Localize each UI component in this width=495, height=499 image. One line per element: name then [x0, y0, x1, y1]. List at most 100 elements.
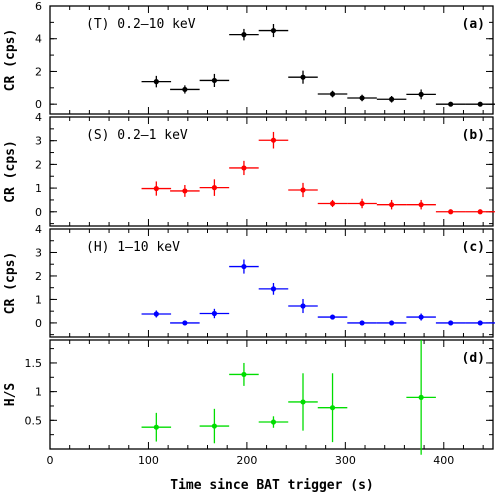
data-point — [406, 340, 436, 455]
data-point — [141, 412, 172, 442]
data-marker — [448, 209, 454, 215]
data-marker — [270, 419, 277, 425]
plot-frame — [49, 5, 494, 115]
data-marker — [211, 185, 218, 191]
data-point — [317, 199, 348, 208]
data-marker — [300, 74, 306, 80]
data-marker — [329, 405, 336, 411]
data-marker — [241, 371, 247, 378]
data-point — [465, 101, 495, 107]
data-marker — [418, 202, 424, 208]
data-point — [258, 24, 289, 38]
panel-id: (d) — [462, 351, 485, 366]
data-marker — [477, 320, 483, 326]
x-tick-label: 0 — [47, 454, 54, 467]
data-point — [170, 85, 200, 94]
y-tick-label: 1 — [35, 182, 42, 195]
data-point — [199, 73, 230, 87]
data-point — [229, 28, 259, 41]
data-marker — [448, 101, 454, 107]
data-point — [376, 199, 407, 210]
x-tick-label: 300 — [335, 454, 356, 467]
data-marker — [241, 32, 247, 38]
y-tick-label: 0.5 — [25, 414, 43, 427]
data-point — [170, 185, 200, 197]
panel-d: 0 100 200 300 400 0.5 1 1.5 H/S (d) — [3, 339, 494, 467]
data-marker — [211, 310, 218, 317]
data-marker — [389, 202, 395, 208]
data-marker — [389, 320, 395, 326]
data-marker — [329, 200, 336, 207]
x-axis-label: Time since BAT trigger (s) — [170, 478, 374, 493]
data-marker — [389, 96, 395, 102]
panel-id: (b) — [462, 128, 485, 143]
panel-c: 0 1 2 3 4 CR (cps) (H) 1–10 keV (c) — [3, 223, 495, 338]
y-tick-label: 6 — [35, 0, 42, 13]
data-point — [258, 131, 289, 149]
y-tick-label: 4 — [35, 33, 42, 46]
y-axis-label: CR (cps) — [3, 252, 18, 315]
data-marker — [359, 200, 365, 207]
plot-frame — [49, 339, 494, 450]
data-point — [465, 209, 495, 215]
data-point — [258, 416, 289, 428]
y-tick-label: 0 — [35, 98, 42, 111]
data-point — [199, 308, 230, 319]
y-tick-label: 4 — [35, 111, 42, 124]
data-marker — [182, 320, 188, 326]
data-point — [229, 259, 259, 274]
y-tick-label: 1.5 — [25, 357, 43, 370]
data-point — [406, 89, 436, 100]
y-tick-label: 0 — [35, 206, 42, 219]
y-tick-label: 4 — [35, 223, 42, 236]
data-marker — [182, 188, 188, 194]
energy-band-label: (T) 0.2–10 keV — [86, 17, 196, 32]
data-point — [288, 70, 318, 84]
data-point — [435, 101, 466, 107]
data-marker — [270, 286, 277, 292]
data-marker — [300, 303, 306, 309]
data-point — [435, 209, 466, 215]
data-marker — [418, 394, 424, 400]
data-point — [288, 373, 318, 431]
data-marker — [211, 423, 218, 429]
data-marker — [359, 320, 365, 326]
data-point — [317, 90, 348, 98]
x-tick-label: 400 — [433, 454, 454, 467]
data-marker — [477, 209, 483, 215]
data-marker — [153, 424, 159, 430]
data-point — [465, 320, 495, 326]
data-point — [141, 181, 172, 196]
data-point — [376, 96, 407, 103]
y-tick-label: 2 — [35, 270, 42, 283]
y-axis-label: H/S — [3, 383, 18, 407]
y-tick-label: 2 — [35, 158, 42, 171]
data-marker — [153, 79, 159, 85]
panel-id: (c) — [462, 240, 485, 255]
data-marker — [153, 185, 159, 192]
data-point — [435, 320, 466, 326]
y-axis-label: CR (cps) — [3, 140, 18, 203]
y-tick-label: 0 — [35, 317, 42, 330]
y-tick-label: 3 — [35, 135, 42, 148]
data-marker — [329, 314, 336, 320]
data-point — [258, 283, 289, 295]
plot-frame — [49, 228, 494, 338]
data-point — [288, 298, 318, 314]
data-marker — [448, 320, 454, 326]
data-point — [141, 310, 172, 318]
x-tick-label: 100 — [138, 454, 159, 467]
data-point — [406, 199, 436, 210]
data-marker — [477, 101, 483, 107]
data-point — [229, 160, 259, 176]
data-marker — [211, 77, 218, 84]
data-marker — [241, 263, 247, 270]
data-point — [347, 198, 377, 209]
data-point — [199, 408, 230, 444]
data-marker — [241, 165, 247, 171]
data-marker — [300, 187, 306, 193]
y-tick-label: 1 — [35, 293, 42, 306]
x-tick-label: 200 — [236, 454, 257, 467]
y-tick-label: 2 — [35, 65, 42, 78]
panel-id: (a) — [462, 17, 485, 32]
